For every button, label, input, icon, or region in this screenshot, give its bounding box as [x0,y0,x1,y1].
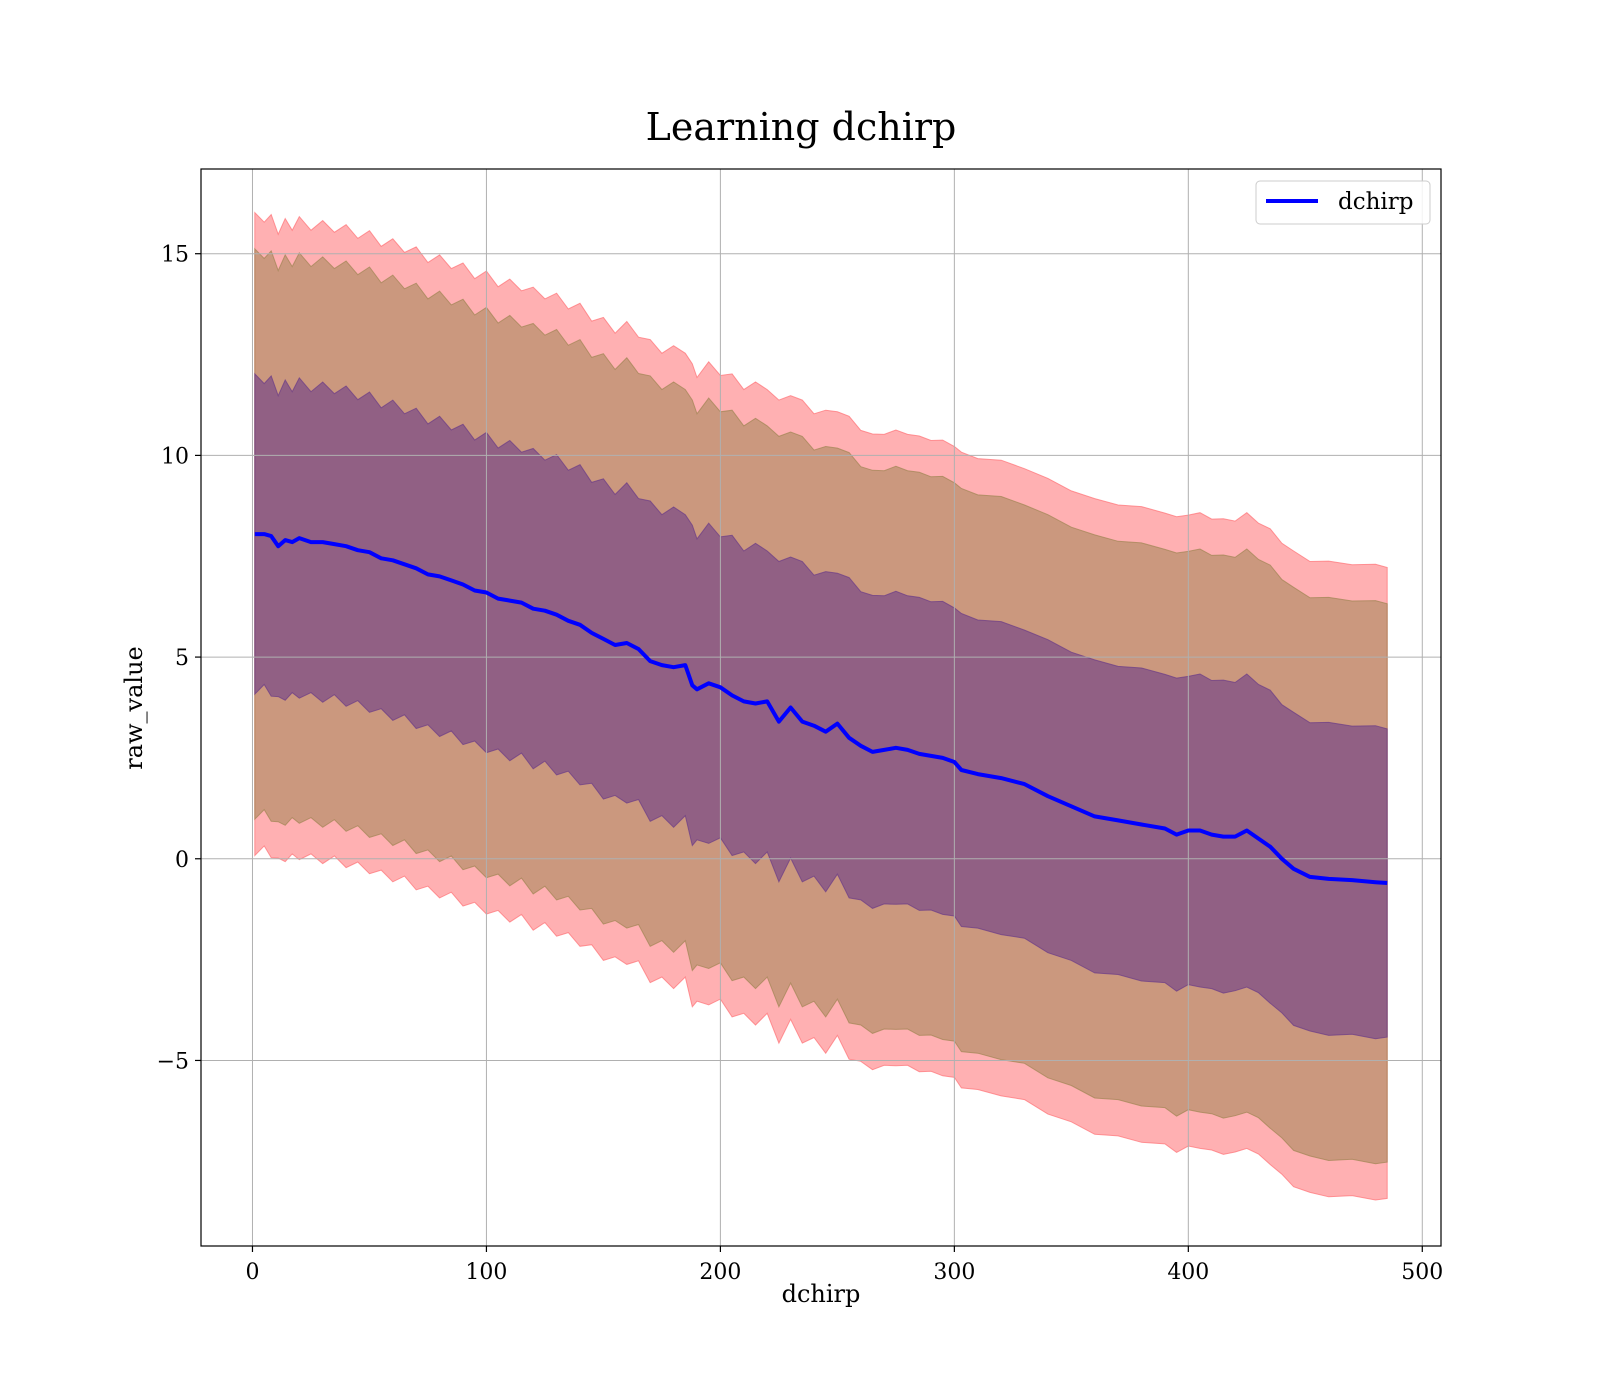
legend-box [1255,180,1431,225]
y-tick-label-1: 0 [175,848,189,873]
chart-title: Learning dchirp [646,105,957,149]
y-tick-label-4: 15 [161,243,189,268]
legend: dchirp [1255,180,1431,225]
y-axis-ticks: −5 0 5 10 15 [157,243,201,1074]
y-tick-label-3: 10 [161,444,189,469]
grid-lines [201,169,1441,1246]
x-axis-ticks: 0 100 200 300 400 500 [245,1246,1443,1285]
band-inner [254,372,1388,1040]
x-tick-label-2: 200 [699,1260,741,1285]
x-tick-label-3: 300 [933,1260,975,1285]
plot-frame [200,168,1442,1247]
x-tick-label-1: 100 [465,1260,507,1285]
plot-area [200,168,1442,1247]
y-tick-label-2: 5 [175,646,189,671]
uncertainty-bands [254,211,1388,1201]
series-line-dchirp [254,532,1388,885]
series-lines [254,532,1388,885]
x-axis-label: dchirp [782,1280,861,1308]
x-tick-label-4: 400 [1167,1260,1209,1285]
x-tick-label-0: 0 [245,1260,259,1285]
y-axis-label: raw_value [120,646,148,770]
x-tick-label-5: 500 [1401,1260,1443,1285]
y-tick-label-0: −5 [157,1049,189,1074]
legend-label-dchirp: dchirp [1338,189,1414,215]
